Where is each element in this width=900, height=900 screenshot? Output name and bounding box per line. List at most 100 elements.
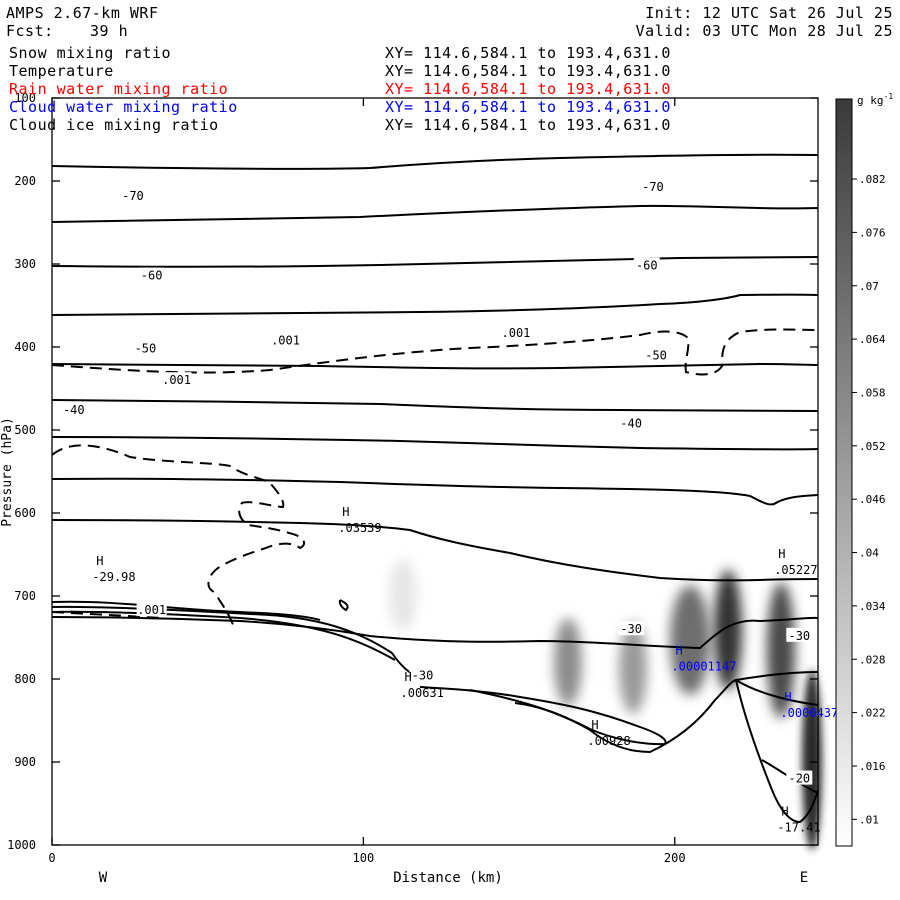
temperature-label-bg [409, 667, 436, 682]
snow-contours [51, 328, 819, 631]
colorbar-tick-label: .028 [859, 653, 886, 666]
extremum-marker: H [781, 804, 788, 818]
temperature-label-bg [119, 187, 146, 202]
extremum-value: .00631 [401, 686, 444, 700]
temperature-labels: -70 -70 -60 -60 -50 -50 -40 -40 -30 -30 -30 -20 [60, 178, 813, 786]
extremum-marker: H [675, 643, 682, 657]
extremum-value: -17.41 [777, 820, 820, 834]
y-tick-label: 500 [14, 423, 36, 437]
snow-label-bg [136, 602, 167, 617]
colorbar-ticks: .01 .016 .022 .028 .034 .04 .046 .052 .058 .064 .0… [852, 173, 886, 826]
forecast-label: Fcst: [6, 22, 54, 40]
init-time: Init: 12 UTC Sat 26 Jul 25 [645, 4, 893, 22]
temperature-label-bg [633, 257, 660, 272]
extremum-value: -29.98 [92, 570, 135, 584]
snow-contour-labels: .001 .001 .001 .001 [136, 324, 531, 617]
field-range: XY= 114.6,584.1 to 193.4,631.0 [385, 116, 671, 134]
colorbar-tick-label: .052 [859, 440, 886, 453]
temperature-label: -20 [788, 772, 810, 786]
extremum-value: .00928 [587, 734, 630, 748]
colorbar-tick-label: .058 [859, 386, 886, 399]
temperature-label-bg [639, 178, 666, 193]
snow-contour-label: .001 [162, 373, 191, 387]
extremum-marker: H [96, 554, 103, 568]
colorbar-tick-label: .046 [859, 493, 886, 506]
field-label: Rain water mixing ratio [9, 80, 229, 98]
colorbar-tick-label: .076 [859, 226, 886, 239]
extremum-value: .05227 [774, 563, 817, 577]
colorbar-unit: g kg-1 [857, 92, 893, 107]
x-tick-label: 200 [664, 851, 686, 865]
colorbar-tick-label: .016 [859, 760, 886, 773]
extremum-value: .00004374 [780, 706, 845, 720]
valid-time: Valid: 03 UTC Mon 28 Jul 25 [635, 22, 893, 40]
field-label: Cloud water mixing ratio [9, 98, 238, 116]
x-tick-label: 100 [353, 851, 375, 865]
colorbar-tick-label: .022 [859, 707, 886, 720]
x-tick-label: 0 [48, 851, 55, 865]
temperature-label-bg [643, 347, 670, 362]
colorbar-tick-label: .01 [859, 813, 879, 826]
extremum-marker: H [784, 690, 791, 704]
x-axis-title: Distance (km) [393, 870, 503, 886]
snow-shading [389, 559, 822, 850]
colorbar-tick-label: .07 [859, 280, 879, 293]
temperature-label: -70 [122, 189, 144, 203]
x-axis: 0 100 200 [48, 98, 686, 865]
y-axis-title: Pressure (hPa) [0, 417, 15, 527]
x-axis-left-end: W [99, 870, 108, 886]
temperature-label-bg [786, 627, 813, 642]
snow-contour-label: .001 [137, 603, 166, 617]
field-label: Temperature [9, 62, 114, 80]
y-tick-label: 400 [14, 340, 36, 354]
y-tick-label: 600 [14, 506, 36, 520]
colorbar-tick-label: .034 [859, 600, 886, 613]
temperature-label: -60 [141, 269, 163, 283]
temperature-label: -30 [788, 629, 810, 643]
snow-label-bg [161, 372, 192, 387]
temperature-label-bg [618, 415, 645, 430]
colorbar-tick-label: .064 [859, 333, 886, 346]
extremum-marker: H [591, 718, 598, 732]
temperature-label: -40 [63, 403, 85, 417]
model-title: AMPS 2.67-km WRF [6, 4, 159, 22]
y-tick-label: 100 [14, 91, 36, 105]
extremum-value: .03539 [338, 521, 381, 535]
colorbar-gradient [835, 98, 853, 847]
snow-contour-label: .001 [502, 326, 531, 340]
temperature-label-bg [786, 770, 813, 785]
y-tick-label: 300 [14, 257, 36, 271]
temperature-label: -50 [645, 348, 667, 362]
temperature-label: -50 [135, 342, 157, 356]
extremum-marker: H [778, 547, 785, 561]
colorbar: .01 .016 .022 .028 .034 .04 .046 .052 .058 .064 .0… [835, 92, 893, 847]
extremum-marker: H [405, 670, 412, 684]
temperature-label-bg [132, 340, 159, 355]
forecast-hours: 39 h [90, 22, 129, 40]
y-tick-label: 700 [14, 589, 36, 603]
x-axis-right-end: E [800, 870, 808, 886]
field-range: XY= 114.6,584.1 to 193.4,631.0 [385, 44, 671, 62]
extremum-value: .00001147 [671, 659, 736, 673]
field-range: XY= 114.6,584.1 to 193.4,631.0 [385, 62, 671, 80]
colorbar-tick-label: .082 [859, 173, 886, 186]
y-tick-label: 1000 [7, 838, 36, 852]
snow-label-bg [270, 332, 301, 347]
temperature-label-bg [618, 621, 645, 636]
field-range: XY= 114.6,584.1 to 193.4,631.0 [385, 98, 671, 116]
field-range: XY= 114.6,584.1 to 193.4,631.0 [385, 80, 671, 98]
extremum-marker: H [342, 505, 349, 519]
snow-label-bg [500, 324, 531, 339]
plot-frame [51, 97, 819, 846]
temperature-label: -40 [620, 416, 642, 430]
temperature-label-bg [60, 402, 87, 417]
temperature-label: -60 [636, 259, 658, 273]
field-label: Cloud ice mixing ratio [9, 116, 219, 134]
temperature-contours [51, 153, 819, 824]
temperature-label: -70 [642, 180, 664, 194]
snow-contour-label: .001 [271, 333, 300, 347]
y-tick-label: 900 [14, 755, 36, 769]
field-label: Snow mixing ratio [9, 44, 172, 62]
colorbar-tick-label: .04 [859, 547, 879, 560]
